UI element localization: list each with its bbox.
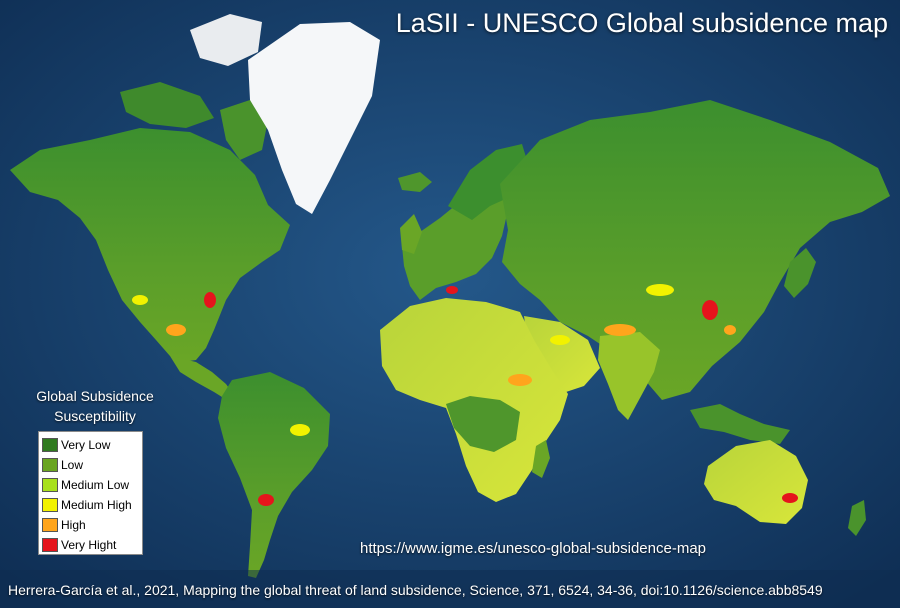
greenland-ice	[248, 22, 380, 214]
southeast-asia-islands	[690, 404, 790, 444]
new-zealand	[848, 500, 866, 536]
source-url[interactable]: https://www.igme.es/unesco-global-subsid…	[360, 540, 707, 557]
subsidence-hotspots	[132, 284, 798, 506]
europe-landmass	[402, 184, 508, 300]
scandinavia	[448, 144, 530, 220]
legend-swatch	[42, 438, 58, 452]
arctic-ice	[190, 14, 262, 66]
iceland	[398, 172, 432, 192]
australia-landmass	[704, 440, 808, 524]
legend: Very Low Low Medium Low Medium High High…	[38, 431, 143, 555]
legend-label: Medium High	[61, 498, 132, 512]
legend-item-medium-high: Medium High	[42, 495, 142, 515]
legend-swatch	[42, 458, 58, 472]
legend-item-high: High	[42, 515, 142, 535]
legend-swatch	[42, 538, 58, 552]
madagascar	[532, 440, 550, 478]
north-america-landmass	[10, 128, 290, 362]
legend-swatch	[42, 518, 58, 532]
legend-label: Very Hight	[61, 538, 117, 552]
map-title: LaSII - UNESCO Global subsidence map	[395, 8, 888, 38]
south-america-landmass	[218, 372, 330, 578]
legend-title-line-1: Global Subsidence	[36, 388, 154, 404]
legend-label: Medium Low	[61, 478, 130, 492]
legend-label: High	[61, 518, 86, 532]
british-isles	[400, 214, 422, 254]
arctic-islands	[120, 82, 214, 128]
asia-landmass	[500, 100, 890, 400]
central-america-landmass	[170, 356, 236, 402]
indian-subcontinent	[598, 332, 660, 420]
japan	[784, 248, 816, 298]
legend-item-medium-low: Medium Low	[42, 475, 142, 495]
legend-swatch	[42, 478, 58, 492]
legend-item-very-low: Very Low	[42, 435, 142, 455]
central-africa-forest	[446, 396, 520, 452]
legend-label: Low	[61, 458, 84, 472]
citation: Herrera-García et al., 2021, Mapping the…	[8, 582, 823, 598]
legend-item-low: Low	[42, 455, 142, 475]
baffin-island	[220, 100, 268, 160]
legend-swatch	[42, 498, 58, 512]
legend-label: Very Low	[61, 438, 111, 452]
legend-title-line-2: Susceptibility	[54, 408, 136, 424]
legend-item-very-high: Very Hight	[42, 535, 142, 555]
legend-title: Global Subsidence Susceptibility	[20, 386, 170, 426]
bottom-ocean-shade	[0, 570, 900, 608]
